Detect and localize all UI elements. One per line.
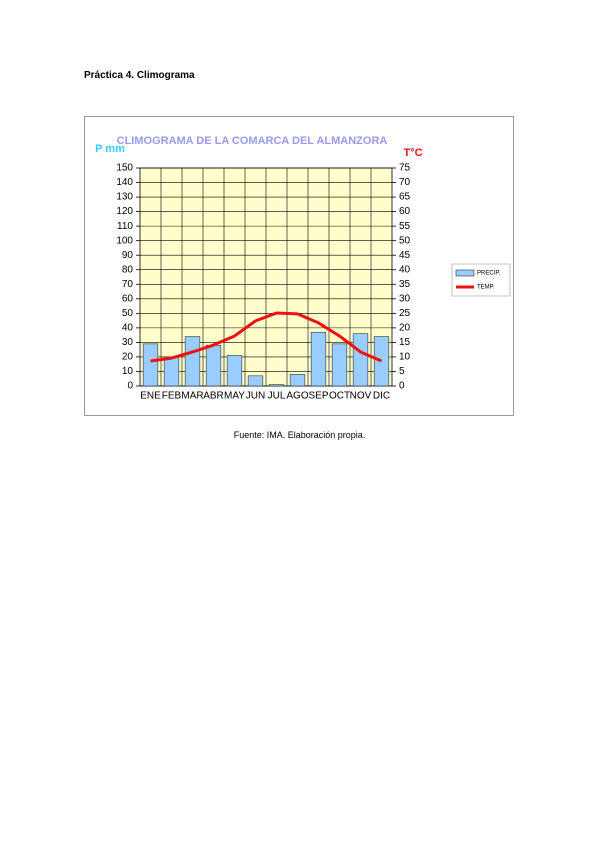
bar — [226, 355, 243, 387]
bar — [184, 336, 201, 387]
y-tick-label: 140 — [116, 177, 133, 188]
y2-tick-label: 65 — [399, 192, 411, 203]
y2-tick-label: 45 — [399, 250, 411, 261]
y2-tick-label: 50 — [399, 235, 411, 246]
y2-tick-label: 15 — [399, 337, 411, 348]
bar — [163, 356, 180, 387]
y-tick-label: 110 — [117, 221, 133, 232]
bar — [142, 343, 159, 387]
y-tick-label: 40 — [122, 323, 134, 334]
y-tick-label: 30 — [122, 337, 134, 348]
y-tick-label: 80 — [122, 264, 134, 275]
y-tick-label: 50 — [122, 308, 134, 319]
y2-tick-label: 70 — [399, 177, 411, 188]
y2-tick-label: 30 — [399, 293, 411, 304]
bar — [352, 333, 369, 387]
y2-tick-label: 35 — [399, 279, 411, 290]
y2-tick-label: 0 — [399, 381, 405, 392]
y-tick-label: 60 — [122, 293, 134, 304]
y2-tick-label: 75 — [399, 163, 411, 174]
x-tick-label: ENE — [140, 391, 161, 402]
line — [150, 311, 383, 363]
y2-tick-label: 20 — [399, 323, 411, 334]
chart: CLIMOGRAMA DE LA COMARCA DEL ALMANZORA P… — [84, 116, 514, 416]
y2-tick-label: 5 — [399, 366, 405, 377]
x-tick-label: FEB — [162, 391, 182, 402]
chart-title: CLIMOGRAMA DE LA COMARCA DEL ALMANZORA — [117, 135, 388, 147]
x-tick-label: JUL — [268, 391, 286, 402]
bar — [268, 384, 285, 387]
y-tick-label: 100 — [116, 235, 133, 246]
y-tick-label: 20 — [122, 352, 134, 363]
x-tick-label: NOV — [350, 391, 372, 402]
y2-axis-label: T°C — [403, 147, 422, 159]
y2-tick-label: 60 — [399, 206, 411, 217]
y2-tick-label: 55 — [399, 221, 411, 232]
legend-label: PRECIP. — [477, 271, 501, 277]
y-axis-label: P mm — [95, 143, 125, 155]
bar — [205, 345, 222, 387]
bar — [310, 331, 327, 387]
bar — [331, 343, 348, 387]
y-tick-label: 150 — [116, 163, 133, 174]
x-tick-label: SEP — [308, 391, 328, 402]
x-tick-label: MAR — [181, 391, 203, 402]
bar — [373, 336, 390, 387]
heading: Práctica 4. Climograma — [84, 70, 195, 81]
y-tick-label: 10 — [122, 366, 134, 377]
x-tick-label: MAY — [224, 391, 245, 402]
y2-tick-label: 40 — [399, 264, 411, 275]
y-tick-label: 130 — [116, 192, 133, 203]
x-tick-label: JUN — [246, 391, 265, 402]
legend-box — [451, 263, 511, 297]
caption: Fuente: IMA. Elaboración propia. — [233, 430, 366, 440]
y-tick-label: 90 — [122, 250, 134, 261]
bar — [247, 375, 264, 387]
y2-tick-label: 10 — [399, 352, 411, 363]
y-tick-label: 120 — [116, 206, 133, 217]
legend-swatch — [455, 269, 475, 277]
y-tick-label: 70 — [122, 279, 134, 290]
x-tick-label: OCT — [329, 391, 350, 402]
y-tick-label: 0 — [127, 381, 133, 392]
x-tick-label: AGO — [286, 391, 308, 402]
x-tick-label: ABR — [203, 391, 224, 402]
bar — [289, 374, 306, 387]
x-tick-label: DIC — [373, 391, 390, 402]
legend-label: TEMP. — [477, 285, 495, 291]
y2-tick-label: 25 — [399, 308, 411, 319]
